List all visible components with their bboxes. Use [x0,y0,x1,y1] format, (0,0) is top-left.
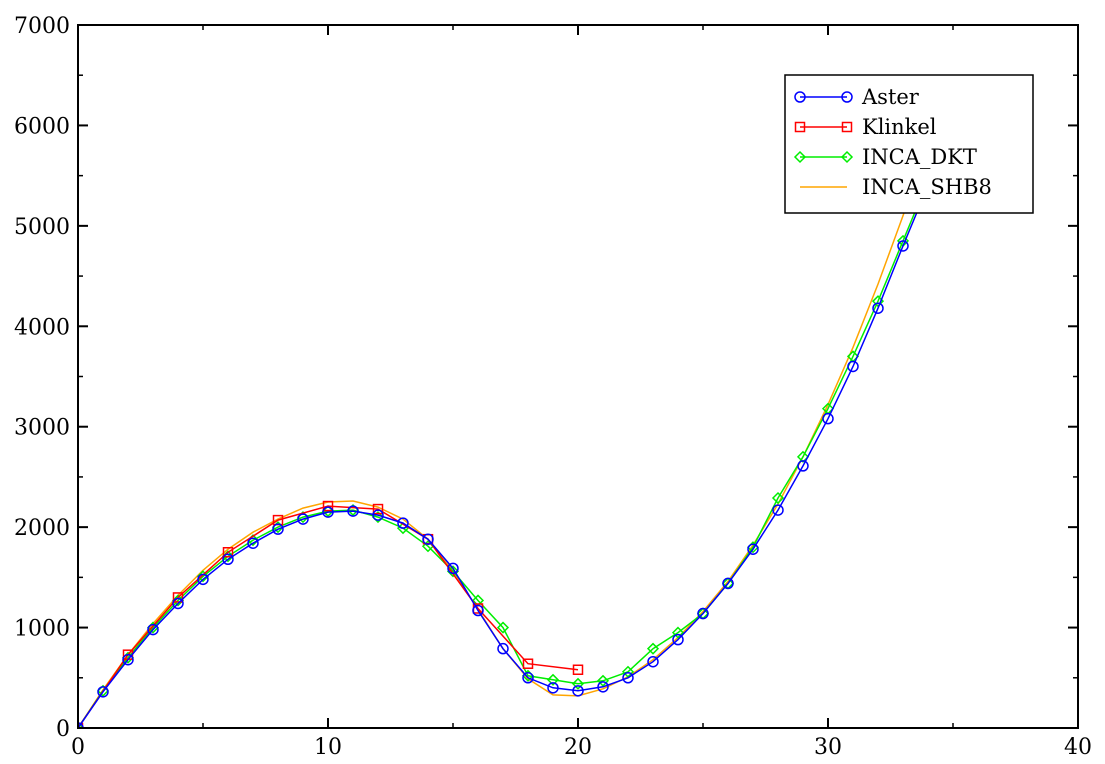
data-point [697,607,709,620]
x-tick-label: 0 [71,735,85,760]
data-point [447,562,459,575]
data-point [197,573,209,586]
data-point [222,553,234,566]
data-point [646,642,660,655]
data-point [522,658,534,669]
data-point [747,543,759,555]
data-point [78,721,85,728]
data-point [147,623,159,636]
series-line [78,180,929,728]
data-point [796,450,810,463]
x-tick-label: 20 [564,735,592,760]
legend-item: Aster [794,85,920,109]
data-point [546,673,560,686]
y-tick-label: 4000 [14,315,70,340]
legend-label: Klinkel [862,115,937,139]
data-point [372,503,384,515]
y-tick-label: 3000 [14,416,70,441]
legend-item: INCA_DKT [793,145,977,169]
data-point [422,533,434,545]
data-point [621,665,635,678]
legend-label: Aster [861,85,920,109]
data-point [671,626,685,639]
data-point [496,621,510,634]
data-point [522,672,534,684]
data-point [597,681,609,693]
axes-layer: 0 10 20 30 40 0 1000 2000 3000 4000 5000 6000 7000 [14,14,1092,760]
data-point [822,412,834,425]
legend-item: Klinkel [794,115,937,139]
data-point [572,685,584,697]
data-point [797,460,809,472]
data-point [571,677,585,690]
data-point [722,577,734,590]
data-point [622,672,634,684]
data-point [97,686,109,698]
legend-marker [841,91,853,103]
data-point [322,506,334,518]
series-line [78,185,929,728]
legend-label: INCA_DKT [862,145,977,169]
data-point [397,517,409,529]
data-point [771,491,785,505]
data-point [372,509,384,521]
y-tick-label: 1000 [14,617,70,642]
data-point [772,504,784,516]
data-point [172,592,184,603]
legend-item: INCA_SHB8 [800,175,992,199]
data-point [272,523,284,535]
data-point [222,547,234,558]
legend-box [784,74,1034,214]
data-point [347,505,359,517]
data-point [872,302,884,314]
data-point [297,513,309,525]
data-point [122,653,134,666]
legend-marker [793,150,807,164]
legend-marker [840,150,854,164]
data-point [647,655,659,668]
series-line [78,505,579,728]
data-point [596,674,610,687]
series-layer [78,145,935,728]
data-point [172,597,184,610]
data-point [847,360,859,373]
legend-marker [794,121,806,133]
data-point [547,682,559,694]
y-tick-label: 0 [56,717,70,742]
series-aster [78,179,934,728]
y-tick-label: 7000 [14,14,70,39]
x-tick-label: 30 [814,735,842,760]
x-tick-label: 10 [314,735,342,760]
y-tick-label: 5000 [14,215,70,240]
legend-label: INCA_SHB8 [862,175,992,199]
data-point [672,633,684,646]
y-tick-label: 2000 [14,516,70,541]
data-point [897,240,909,252]
data-point [472,604,484,617]
data-point [572,664,584,676]
data-point [497,642,509,655]
data-point [322,500,334,512]
legend-marker [841,121,853,133]
data-point [247,537,259,549]
legend: Aster Klinkel INCA_DKT INCA_SHB8 [784,74,1034,214]
y-tick-label: 6000 [14,114,70,139]
legend-marker [794,91,806,103]
x-tick-label: 40 [1064,735,1092,760]
